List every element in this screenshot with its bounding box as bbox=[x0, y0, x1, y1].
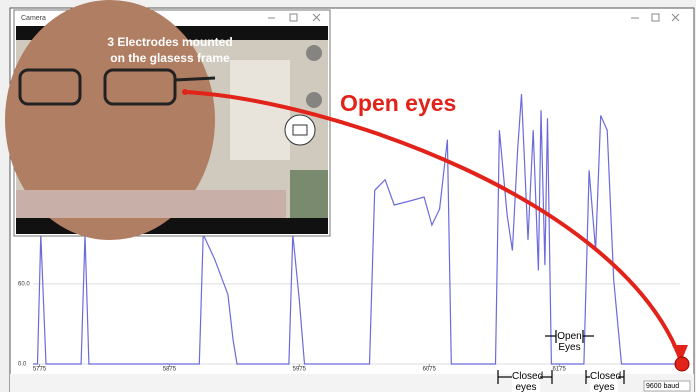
video-window bbox=[230, 60, 290, 160]
caption-line: 3 Electrodes mounted bbox=[107, 35, 232, 49]
x-tick-label: 5975 bbox=[293, 367, 307, 373]
annotation-open: Open eyes bbox=[340, 90, 456, 116]
camera-window: Camera 3 Electrodes mounted on the glase… bbox=[5, 0, 330, 240]
marker-dot bbox=[675, 357, 689, 371]
annotation: Closed eyes bbox=[512, 371, 540, 392]
annotation: Closed eyes bbox=[590, 371, 618, 392]
annotation: Open Eyes bbox=[556, 331, 583, 353]
video-plant bbox=[290, 170, 328, 218]
video-shirt bbox=[16, 190, 286, 218]
screen: 9600 baud 0.0 60.0 5775 5875 5975 6075 6175 Ca… bbox=[0, 0, 696, 392]
photo-button[interactable] bbox=[285, 115, 315, 145]
arrow-start bbox=[182, 89, 188, 95]
baud-label: 9600 baud bbox=[646, 383, 679, 390]
y-tick-label: 0.0 bbox=[18, 362, 27, 368]
caption-line: on the glasess frame bbox=[110, 51, 230, 65]
settings-button[interactable] bbox=[306, 45, 322, 61]
x-tick-label: 5875 bbox=[163, 367, 177, 373]
plotter-window: 9600 baud 0.0 60.0 5775 5875 5975 6075 6175 Ca… bbox=[0, 0, 696, 392]
x-tick-label: 5775 bbox=[33, 367, 47, 373]
x-tick-label: 6075 bbox=[423, 367, 437, 373]
glasses-arm bbox=[175, 78, 215, 80]
video-button[interactable] bbox=[306, 92, 322, 108]
x-tick-label: 6175 bbox=[552, 367, 566, 373]
y-tick-label: 60.0 bbox=[18, 281, 30, 287]
camera-title: Camera bbox=[21, 15, 46, 22]
